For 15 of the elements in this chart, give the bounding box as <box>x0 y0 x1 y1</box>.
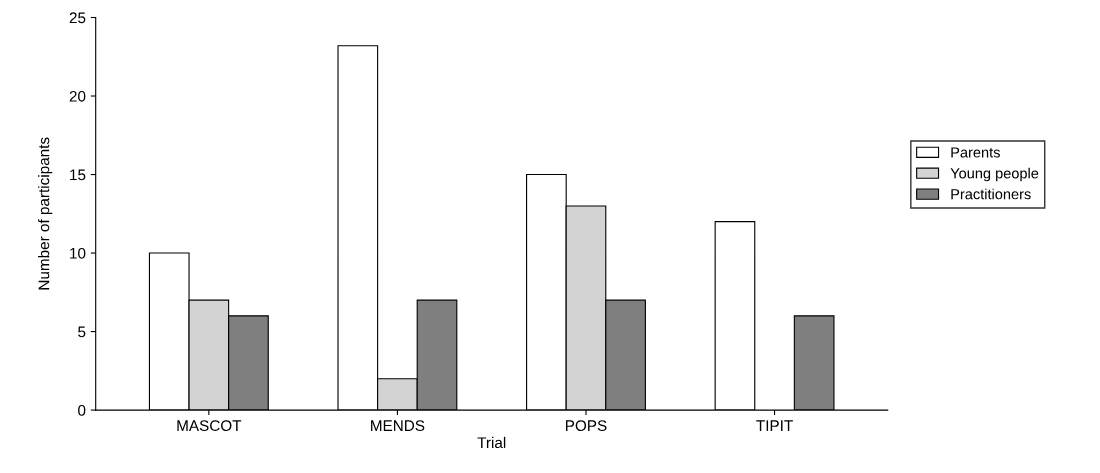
x-tick-label: MASCOT <box>177 420 242 432</box>
y-tick-label: 15 <box>70 169 86 181</box>
x-tick-label: MENDS <box>371 420 425 432</box>
y-tick-label: 25 <box>69 12 86 24</box>
y-tick-label: 5 <box>78 326 86 338</box>
y-tick-label: 20 <box>69 90 86 102</box>
y-tick-label: 0 <box>78 404 86 416</box>
x-axis-title: Trial <box>477 436 506 449</box>
x-tick-label: POPS <box>566 420 607 432</box>
y-axis-title: Number of participants <box>38 137 53 290</box>
legend-label: Practitioners <box>951 188 1031 200</box>
legend-label: Parents <box>951 147 1000 158</box>
x-tick-label: TIPIT <box>756 420 793 431</box>
y-tick-label: 10 <box>70 247 86 259</box>
legend-label: Young people <box>950 167 1039 182</box>
